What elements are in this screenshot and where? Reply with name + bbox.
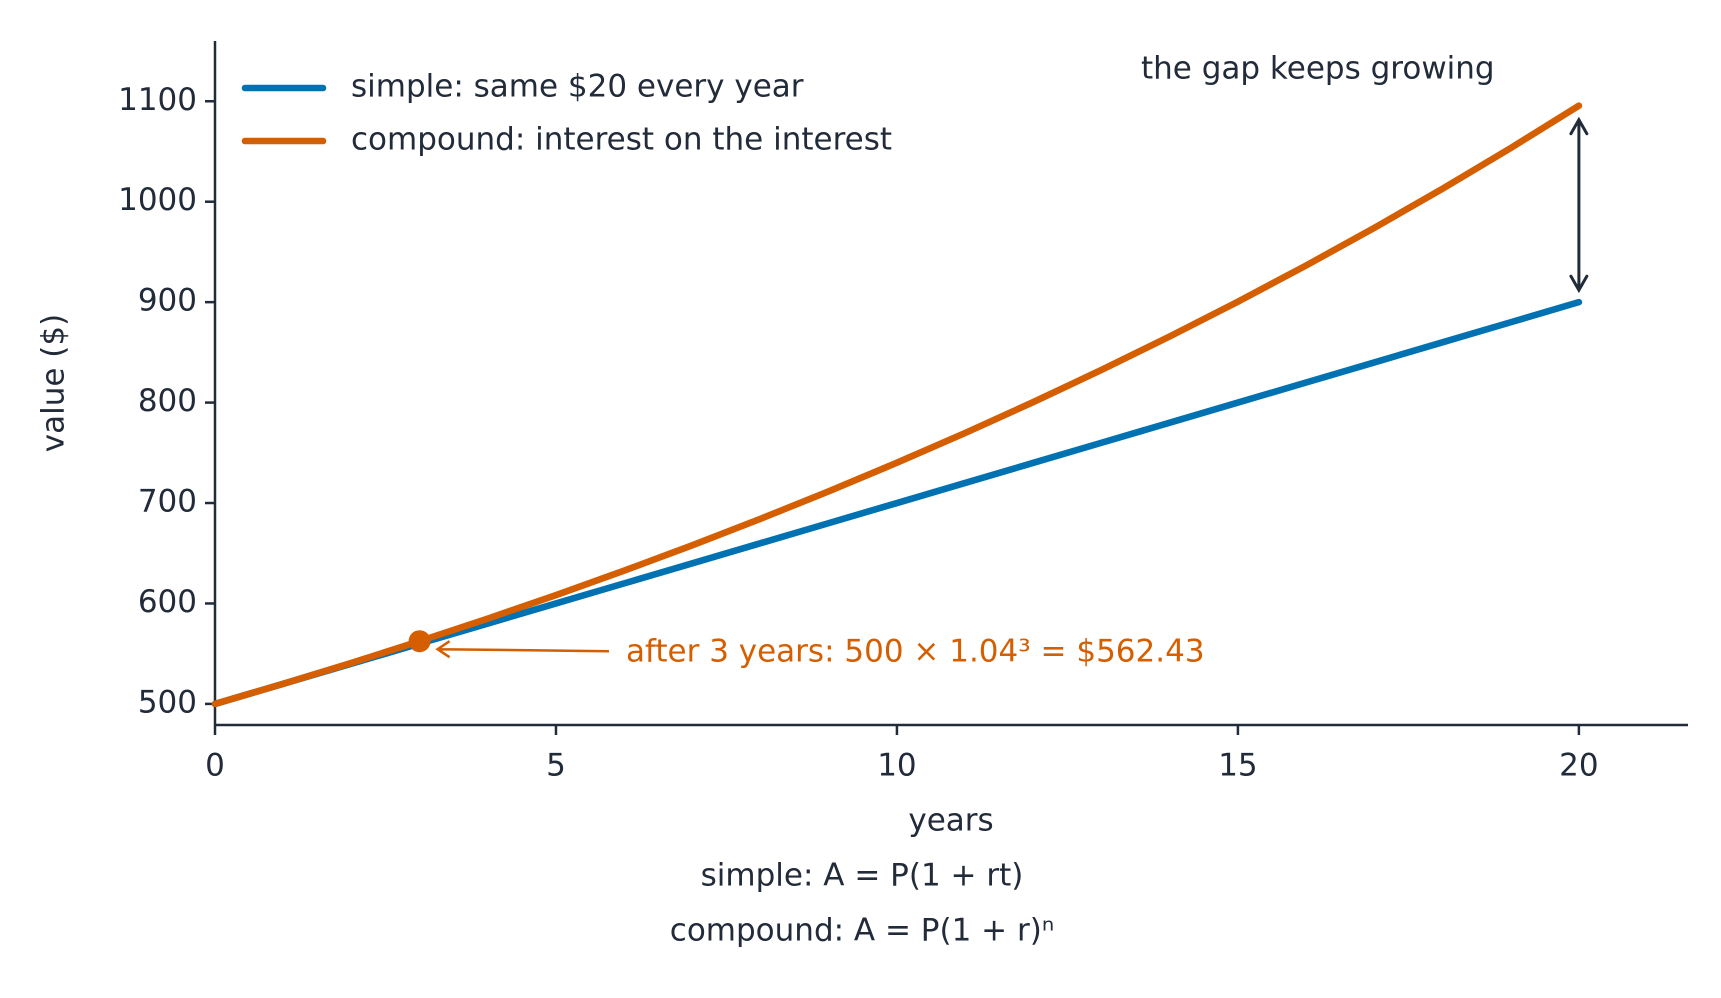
x-tick-label: 5 xyxy=(546,748,566,784)
x-axis-label: years xyxy=(908,803,993,839)
y-tick-label: 500 xyxy=(138,684,197,720)
annotation: after 3 years: 500 × 1.04³ = $562.43 xyxy=(626,634,1205,670)
x-tick-label: 20 xyxy=(1559,748,1598,784)
y-tick-label: 600 xyxy=(138,584,197,620)
y-tick-label: 700 xyxy=(138,484,197,520)
y-axis-label: value ($) xyxy=(36,314,72,452)
y-tick-label: 900 xyxy=(138,283,197,319)
annotation-arrow xyxy=(435,640,610,659)
series-line xyxy=(211,102,1583,708)
y-tick-label: 1100 xyxy=(118,82,197,118)
x-tick-label: 15 xyxy=(1218,748,1257,784)
x-tick-label: 0 xyxy=(205,748,225,784)
annotation: the gap keeps growing xyxy=(1141,51,1495,87)
formula: compound: A = P(1 + r)ⁿ xyxy=(670,913,1054,949)
highlight-point xyxy=(408,630,431,653)
x-tick-label: 10 xyxy=(877,748,916,784)
legend-label: compound: interest on the interest xyxy=(351,122,892,158)
legend-label: simple: same $20 every year xyxy=(351,69,804,105)
formula: simple: A = P(1 + rt) xyxy=(701,858,1024,894)
gap-arrow xyxy=(1569,116,1589,294)
y-tick-label: 1000 xyxy=(118,182,197,218)
y-tick-label: 800 xyxy=(138,383,197,419)
